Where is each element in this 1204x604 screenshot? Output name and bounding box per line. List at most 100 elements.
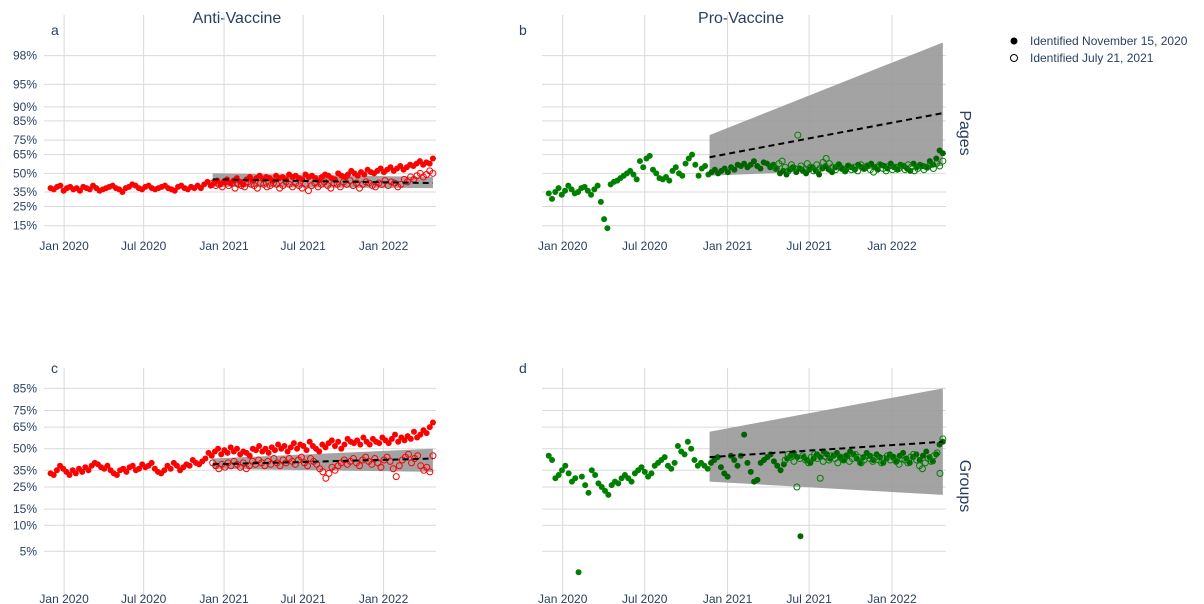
data-point-filled — [57, 182, 64, 189]
data-point-open — [322, 474, 330, 482]
legend-item-jul-2021[interactable]: Identified July 21, 2021 — [1010, 51, 1154, 65]
data-point-filled — [842, 167, 849, 174]
data-point-filled — [294, 445, 301, 452]
data-point-filled — [674, 442, 681, 449]
data-point-filled — [807, 459, 814, 466]
data-point-filled — [423, 430, 430, 437]
data-point-open — [276, 462, 284, 470]
data-point-open — [918, 465, 926, 473]
y-tick-label: 50% — [13, 442, 37, 456]
data-point-filled — [679, 172, 686, 179]
x-tick-label: Jan 2020 — [39, 239, 89, 253]
data-point-open — [933, 449, 941, 457]
panel-letter-b: b — [519, 22, 527, 38]
data-point-open — [778, 157, 786, 165]
data-point-open — [327, 184, 335, 192]
data-point-open — [794, 131, 802, 139]
legend-item-nov-2020[interactable]: Identified November 15, 2020 — [1010, 34, 1188, 48]
data-point-filled — [287, 444, 294, 451]
data-point-open — [913, 456, 921, 464]
row-label-pages: Pages — [956, 110, 973, 155]
data-point-filled — [328, 437, 335, 444]
data-point-filled — [638, 464, 645, 471]
data-point-filled — [426, 160, 433, 167]
data-point-filled — [555, 471, 562, 478]
x-tick-label: Jul 2020 — [622, 592, 668, 604]
data-point-open — [810, 167, 818, 175]
legend-label-nov-2020: Identified November 15, 2020 — [1030, 34, 1188, 48]
y-tick-label: 85% — [13, 114, 37, 128]
data-point-filled — [584, 187, 591, 194]
data-point-filled — [306, 438, 313, 445]
data-point-open — [805, 459, 813, 467]
legend-label-jul-2021: Identified July 21, 2021 — [1030, 51, 1154, 65]
data-point-open — [929, 164, 937, 172]
data-point-filled — [545, 190, 552, 197]
data-point-filled — [691, 456, 698, 463]
data-point-open — [304, 187, 312, 195]
data-point-open — [212, 182, 220, 190]
x-tick-label: Jul 2021 — [280, 592, 326, 604]
data-point-filled — [72, 470, 79, 477]
prediction-band — [709, 388, 943, 495]
data-point-open — [346, 177, 354, 185]
x-tick-label: Jan 2021 — [199, 592, 249, 604]
legend[interactable]: Identified November 15, 2020 Identified … — [1010, 34, 1188, 65]
data-point-open — [901, 166, 909, 174]
data-point-open — [330, 179, 338, 187]
data-point-filled — [585, 489, 592, 496]
data-point-open — [253, 184, 261, 192]
data-point-filled — [653, 170, 660, 177]
data-point-filled — [704, 465, 711, 472]
data-point-filled — [104, 462, 111, 469]
data-point-filled — [545, 452, 552, 459]
data-point-filled — [688, 445, 695, 452]
data-point-open — [882, 167, 890, 175]
data-point-filled — [605, 491, 612, 498]
data-point-filled — [335, 438, 342, 445]
data-point-open — [386, 457, 394, 465]
x-tick-label: Jul 2020 — [622, 239, 668, 253]
trend-line — [212, 178, 433, 185]
x-tick-label: Jan 2021 — [703, 239, 753, 253]
data-point-filled — [357, 441, 364, 448]
data-point-open — [228, 179, 236, 187]
data-point-filled — [933, 155, 940, 162]
data-point-filled — [256, 442, 263, 449]
data-point-filled — [666, 177, 673, 184]
data-point-filled — [354, 437, 361, 444]
data-point-open — [377, 463, 385, 471]
y-tick-label: 25% — [13, 200, 37, 214]
data-point-filled — [331, 442, 338, 449]
data-point-filled — [50, 471, 57, 478]
y-tick-label: 25% — [13, 480, 37, 494]
data-point-filled — [568, 186, 575, 193]
data-point-filled — [338, 445, 345, 452]
data-point-filled — [385, 440, 392, 447]
data-point-filled — [208, 452, 215, 459]
data-point-filled — [602, 487, 609, 494]
data-point-filled — [407, 435, 414, 442]
data-point-filled — [79, 468, 86, 475]
data-point-filled — [186, 462, 193, 469]
y-tick-label: 75% — [13, 403, 37, 417]
data-point-filled — [648, 470, 655, 477]
data-point-open — [392, 473, 400, 481]
data-point-filled — [392, 431, 399, 438]
data-point-filled — [284, 448, 291, 455]
data-point-filled — [668, 465, 675, 472]
data-point-open — [297, 453, 305, 461]
data-point-filled — [129, 462, 136, 469]
data-point-filled — [592, 471, 599, 478]
x-tick-label: Jan 2022 — [867, 239, 917, 253]
data-point-open — [895, 460, 903, 468]
data-point-open — [263, 183, 271, 191]
data-point-filled — [717, 464, 724, 471]
data-point-filled — [316, 448, 323, 455]
x-tick-label: Jan 2021 — [199, 239, 249, 253]
data-point-filled — [322, 444, 329, 451]
x-tick-label: Jul 2021 — [786, 592, 832, 604]
data-point-filled — [604, 225, 611, 232]
data-point-open — [910, 450, 918, 458]
data-point-open — [368, 182, 376, 190]
